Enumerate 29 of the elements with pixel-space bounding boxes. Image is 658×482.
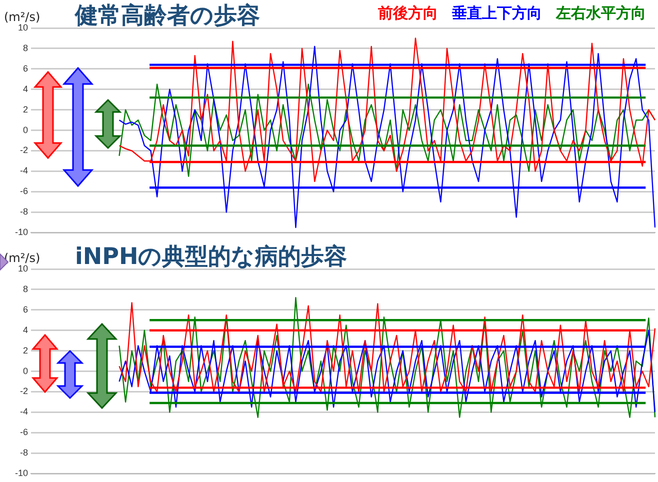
y-tick-label: -2: [20, 145, 28, 156]
text: 左右水平方向: [556, 4, 646, 22]
y-tick-label: 10: [18, 22, 28, 32]
y-tick-label: 8: [22, 42, 28, 53]
y-axis-title: (m²/s): [4, 251, 40, 265]
y-tick-label: 6: [22, 304, 28, 314]
y-tick-label: 2: [22, 104, 28, 114]
series-label: 前後方向: [378, 4, 438, 22]
y-tick-label: 8: [22, 284, 28, 294]
y-tick-label: 4: [22, 84, 28, 94]
y-tick-label: -10: [14, 468, 28, 478]
y-tick-label: -8: [20, 448, 28, 458]
y-tick-label: -10: [14, 227, 28, 238]
y-tick-label: -6: [20, 186, 28, 196]
y-tick-label: -4: [20, 166, 28, 176]
chart-title: 健常高齢者の歩容: [75, 2, 260, 31]
y-tick-label: -8: [20, 206, 28, 217]
y-tick-label: 6: [22, 63, 28, 74]
y-tick-label: -6: [20, 427, 28, 438]
chart-title: iNPHの典型的な病的歩容: [75, 243, 348, 272]
text: 垂直上下方向: [452, 4, 542, 22]
y-axis-title: (m²/s): [4, 10, 40, 24]
y-tick-label: 10: [18, 263, 28, 274]
y-tick-label: 4: [22, 324, 28, 335]
y-tick-label: -2: [20, 386, 28, 396]
y-tick-label: -4: [20, 406, 28, 417]
y-tick-label: 2: [22, 345, 28, 356]
y-tick-label: 0: [22, 124, 28, 135]
y-tick-label: 0: [22, 366, 28, 376]
